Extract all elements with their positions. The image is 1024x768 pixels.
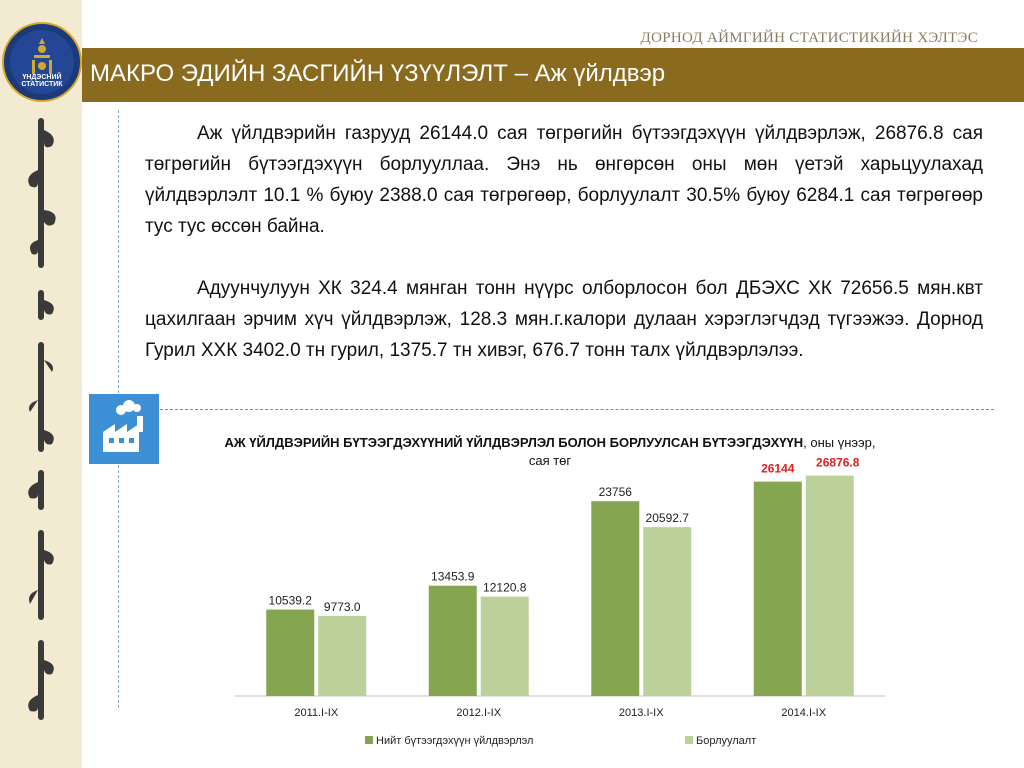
bar-sales-3 <box>643 527 692 696</box>
bar-production-3 <box>591 501 640 696</box>
logo-text: ҮНДЭСНИЙ СТАТИСТИК <box>21 74 63 88</box>
horizontal-divider <box>160 409 994 410</box>
data-label: 26144 <box>761 462 795 476</box>
logo: ҮНДЭСНИЙ СТАТИСТИК <box>2 22 82 102</box>
left-decorative-strip <box>0 0 82 768</box>
data-label: 23756 <box>599 485 633 499</box>
legend-label: Борлуулалт <box>696 735 756 747</box>
factory-icon <box>103 400 143 452</box>
x-tick-label: 2013.I-IX <box>619 707 664 719</box>
page-title: МАКРО ЭДИЙН ЗАСГИЙН ҮЗҮҮЛЭЛТ – Аж үйлдвэ… <box>90 60 666 87</box>
legend-swatch <box>685 736 693 744</box>
data-label: 10539.2 <box>269 594 313 608</box>
x-tick-label: 2014.I-IX <box>781 707 826 719</box>
legend-label: Нийт бүтээгдэхүүн үйлдвэрлэл <box>376 735 533 747</box>
office-name: ДОРНОД АЙМГИЙН СТАТИСТИКИЙН ХЭЛТЭС <box>640 30 978 46</box>
logo-emblem <box>10 30 74 94</box>
data-label: 20592.7 <box>646 511 690 525</box>
x-tick-label: 2012.I-IX <box>456 707 501 719</box>
top-band: ДОРНОД АЙМГИЙН СТАТИСТИКИЙН ХЭЛТЭС <box>82 0 1024 48</box>
data-label: 26876.8 <box>816 456 860 470</box>
chart-plot: 10539.2 9773.0 2011.I-IX 13453.9 12120.8 2012… <box>235 456 885 747</box>
mongol-script-decoration <box>28 118 56 720</box>
bar-sales-1 <box>318 615 367 696</box>
soyombo-icon <box>32 38 52 74</box>
data-label: 9773.0 <box>324 600 361 614</box>
bar-sales-2 <box>480 596 529 696</box>
factory-icon-tile <box>89 394 159 464</box>
x-tick-label: 2011.I-IX <box>294 707 338 719</box>
bar-production-1 <box>266 609 315 696</box>
bar-chart: АЖ ҮЙЛДВЭРИЙН БҮТЭЭГДЭХҮҮНИЙ ҮЙЛДВЭРЛЭЛ … <box>220 430 1000 768</box>
bar-production-2 <box>428 585 477 696</box>
title-bar: МАКРО ЭДИЙН ЗАСГИЙН ҮЗҮҮЛЭЛТ – Аж үйлдвэ… <box>82 48 1024 102</box>
bar-production-4 <box>753 481 802 696</box>
legend-swatch <box>365 736 373 744</box>
bar-sales-4 <box>805 475 854 696</box>
chart-title: АЖ ҮЙЛДВЭРИЙН БҮТЭЭГДЭХҮҮНИЙ ҮЙЛДВЭРЛЭЛ … <box>220 434 880 470</box>
chart-title-main: АЖ ҮЙЛДВЭРИЙН БҮТЭЭГДЭХҮҮНИЙ ҮЙЛДВЭРЛЭЛ … <box>224 435 804 450</box>
chart-title-suffix: , оны үнээр, сая төг <box>528 435 876 468</box>
data-label: 12120.8 <box>483 581 527 595</box>
paragraph-enterprises: Адуунчулуун ХК 324.4 мянган тонн нүүрс о… <box>145 278 983 361</box>
paragraph-production: Аж үйлдвэрийн газрууд 26144.0 сая төгрөг… <box>145 123 983 237</box>
data-label: 13453.9 <box>431 570 475 584</box>
